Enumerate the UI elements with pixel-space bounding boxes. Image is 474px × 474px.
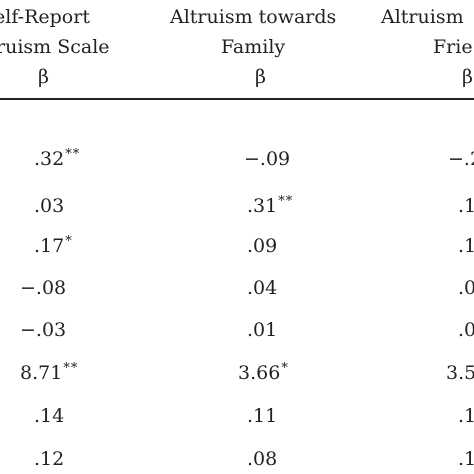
col1-header-beta: β	[38, 66, 49, 88]
cell-r8-c3: .1	[458, 448, 474, 470]
cell-value: .31	[247, 195, 278, 217]
cell-value: .0	[458, 319, 474, 341]
significance-marker: **	[278, 194, 294, 209]
significance-marker: **	[63, 361, 79, 376]
cell-value: 3.66	[238, 362, 281, 384]
cell-r7-c2: .11	[247, 405, 277, 427]
cell-r1-c3: −.2	[448, 148, 474, 170]
col3-header-beta: β	[462, 66, 473, 88]
col2-header-line1: Altruism towards	[170, 6, 337, 28]
cell-r3-c1: .17*	[34, 234, 73, 260]
cell-r1-c2: −.09	[244, 148, 290, 170]
cell-r7-c1: .14	[34, 405, 64, 427]
cell-r4-c1: −.08	[20, 277, 66, 299]
cell-value: .12	[34, 448, 65, 470]
cell-value: −.09	[244, 148, 291, 170]
cell-value: .1	[458, 235, 474, 257]
cell-value: .1	[458, 195, 474, 217]
cell-value: 3.5	[446, 362, 474, 384]
cell-r2-c3: .1	[458, 195, 474, 217]
cell-r2-c1: .03	[34, 195, 64, 217]
cell-value: −.2	[448, 148, 474, 170]
cell-r5-c2: .01	[247, 319, 277, 341]
cell-r8-c2: .08	[247, 448, 277, 470]
cell-value: .11	[247, 405, 278, 427]
cell-r6-c1: 8.71**	[20, 361, 79, 387]
cell-value: .32	[34, 148, 65, 170]
col2-header-beta: β	[255, 66, 266, 88]
cell-value: .03	[34, 195, 65, 217]
col1-header-line2: ruism Scale	[0, 36, 110, 58]
cell-value: −.08	[20, 277, 67, 299]
col3-header-line2: Frie	[433, 36, 473, 58]
cell-value: .0	[458, 277, 474, 299]
cell-value: .04	[247, 277, 278, 299]
cell-value: 8.71	[20, 362, 63, 384]
cell-r5-c3: .0	[458, 319, 474, 341]
cell-r7-c3: .1	[458, 405, 474, 427]
significance-marker: **	[65, 147, 81, 162]
cell-value: .1	[458, 405, 474, 427]
col1-header-line1: elf-Report	[0, 6, 90, 28]
cell-r3-c3: .1	[458, 235, 474, 257]
cell-r3-c2: .09	[247, 235, 277, 257]
cell-value: −.03	[20, 319, 67, 341]
cell-value: .09	[247, 235, 278, 257]
cell-value: .17	[34, 235, 65, 257]
header-rule	[0, 98, 474, 100]
cell-r8-c1: .12	[34, 448, 64, 470]
cell-r4-c2: .04	[247, 277, 277, 299]
cell-r2-c2: .31**	[247, 194, 294, 220]
cell-value: .01	[247, 319, 278, 341]
significance-marker: *	[281, 361, 289, 376]
col3-header-line1: Altruism	[381, 6, 464, 28]
cell-value: .14	[34, 405, 65, 427]
col2-header-line2: Family	[221, 36, 286, 58]
cell-r1-c1: .32**	[34, 147, 81, 173]
significance-marker: *	[65, 234, 73, 249]
cell-r6-c3: 3.5	[446, 362, 474, 384]
cell-r4-c3: .0	[458, 277, 474, 299]
cell-value: .1	[458, 448, 474, 470]
cell-value: .08	[247, 448, 278, 470]
cell-r5-c1: −.03	[20, 319, 66, 341]
cell-r6-c2: 3.66*	[238, 361, 289, 387]
